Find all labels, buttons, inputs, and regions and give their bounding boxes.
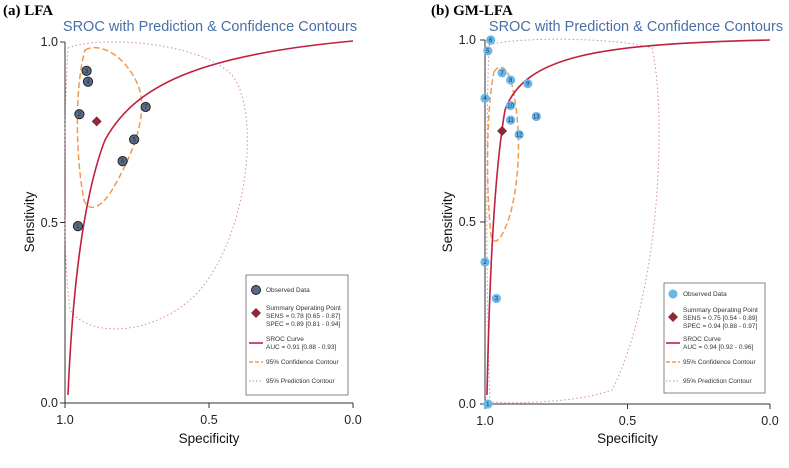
panel-b-observed-point-label-3: 3: [495, 296, 499, 302]
panel-b-legend-prediction: 95% Prediction Contour: [683, 378, 752, 385]
panel-a-legend-box: [245, 274, 349, 396]
panel-b-observed-point-label-7: 7: [500, 71, 504, 77]
panel-b-observed-point-12: [514, 130, 524, 140]
panel-b-observed-point-1: [483, 399, 493, 409]
panel-b-observed-point-11: [506, 115, 516, 125]
panel-b-prediction-contour: [486, 38, 660, 404]
panel-b-label: (b) GM-LFA: [431, 3, 513, 19]
panel-b-observed-point-label-13: 13: [533, 114, 540, 120]
panel-a-label: (a) LFA: [3, 3, 53, 19]
panel-b: (b) GM-LFA SROC with Prediction & Confid…: [431, 3, 783, 446]
panel-a-observed-point-label-1: 1: [76, 224, 80, 230]
panel-a-xtick-05: 0.5: [200, 413, 217, 427]
panel-b-legend-observed: Observed Data: [683, 291, 727, 298]
panel-a-observed-point-label-3: 3: [85, 69, 89, 75]
panel-a-ytick-1: 1.0: [41, 35, 58, 49]
panel-b-legend-confidence: 95% Confidence Contour: [683, 359, 756, 366]
panel-b-observed-point-6: [486, 35, 496, 45]
panel-b-observed-point-13: [531, 111, 541, 122]
panel-a-legend-summary-sens: SENS = 0.78 [0.65 - 0.87]: [266, 313, 340, 320]
panel-b-xlabel: Specificity: [597, 431, 658, 446]
panel-b-xtick-0: 0.0: [761, 414, 778, 428]
panel-b-observed-point-10: [506, 100, 516, 111]
panel-a-ylabel: Sensitivity: [22, 191, 37, 252]
panel-b-ytick-0: 0.0: [459, 397, 476, 411]
panel-b-ytick-1: 1.0: [459, 33, 476, 47]
panel-a-observed-points: 1 2 3 4 5 6 7: [72, 65, 151, 232]
panel-b-observed-point-label-5: 5: [486, 49, 490, 55]
panel-b-observed-point-label-8: 8: [509, 78, 513, 84]
panel-a-summary-diamond: [91, 116, 102, 127]
panel-a-legend: Observed Data Summary Operating Point SE…: [245, 274, 349, 396]
panel-b-observed-point-8: [506, 75, 516, 85]
panel-b-legend-observed-icon: [668, 289, 678, 299]
panel-b-legend-summary-icon: [668, 312, 678, 322]
panel-a-xlabel: Specificity: [179, 431, 240, 446]
panel-b-title: SROC with Prediction & Confidence Contou…: [489, 19, 783, 35]
panel-a-observed-point-2: [74, 109, 85, 120]
panel-b-observed-point-label-4: 4: [483, 96, 487, 102]
panel-a-observed-point-5: [129, 134, 140, 145]
panel-b-observed-point-7: [497, 68, 507, 78]
panel-b-legend: Observed Data Summary Operating Point SE…: [663, 282, 766, 394]
panel-a-observed-point-7: [140, 101, 151, 113]
panel-a-observed-point-6: [117, 156, 128, 167]
panel-a-confidence-contour: [76, 46, 143, 209]
panel-b-legend-sroc-auc: AUC = 0.94 [0.92 - 0.96]: [683, 344, 753, 351]
panel-a-summary-point: [91, 116, 102, 127]
panel-b-confidence-contour: [486, 66, 520, 242]
panel-a-legend-summary-title: Summary Operating Point: [266, 305, 341, 312]
panel-b-observed-point-3: [491, 293, 501, 304]
panel-a-legend-observed: Observed Data: [266, 287, 310, 294]
panel-a: (a) LFA SROC with Prediction & Confidenc…: [3, 3, 362, 446]
panel-a-legend-observed-icon: [251, 285, 261, 295]
panel-a-xtick-1: 1.0: [56, 413, 73, 427]
panel-a-sroc-curve: [67, 40, 354, 396]
panel-b-legend-box: [663, 282, 766, 394]
panel-a-observed-point-label-7: 7: [144, 105, 148, 111]
panel-b-xtick-1: 1.0: [476, 414, 493, 428]
panel-a-legend-summary-icon: [251, 308, 261, 318]
panel-a-observed-point-label-5: 5: [132, 137, 136, 143]
panel-b-observed-point-label-11: 11: [508, 118, 515, 124]
panel-b-observed-point-label-2: 2: [483, 260, 487, 266]
panel-b-observed-point-2: [480, 257, 490, 267]
panel-b-legend-summary-spec: SPEC = 0.94 [0.88 - 0.97]: [683, 323, 757, 330]
panel-b-sroc-curve: [486, 39, 771, 396]
panel-b-observed-point-label-12: 12: [516, 133, 523, 139]
panel-b-summary-diamond: [497, 126, 508, 136]
panel-a-observed-point-label-4: 4: [86, 80, 90, 86]
panel-b-legend-sroc-title: SROC Curve: [683, 336, 721, 343]
panel-b-legend-summary-title: Summary Operating Point: [683, 307, 758, 314]
panel-b-ytick-05: 0.5: [459, 215, 476, 229]
panel-a-observed-point-label-2: 2: [78, 112, 82, 118]
panel-b-xtick-05: 0.5: [619, 414, 636, 428]
panel-a-legend-sroc-auc: AUC = 0.91 [0.88 - 0.93]: [266, 344, 336, 351]
panel-a-ytick-05: 0.5: [41, 216, 58, 230]
panel-b-observed-point-label-6: 6: [489, 38, 493, 44]
panel-a-observed-point-4: [82, 76, 94, 87]
panel-a-xtick-0: 0.0: [344, 413, 361, 427]
panel-a-observed-point-1: [72, 221, 84, 232]
panel-b-observed-point-label-1: 1: [486, 402, 490, 408]
panel-a-legend-prediction: 95% Prediction Contour: [266, 378, 335, 385]
panel-a-legend-sroc-title: SROC Curve: [266, 336, 304, 343]
panel-a-observed-point-label-6: 6: [121, 159, 125, 165]
panel-a-legend-summary-spec: SPEC = 0.89 [0.81 - 0.94]: [266, 321, 340, 328]
panel-a-observed-point-3: [81, 65, 92, 76]
panel-a-title: SROC with Prediction & Confidence Contou…: [63, 19, 357, 35]
panel-a-prediction-contour: [64, 41, 248, 330]
panel-b-legend-summary-sens: SENS = 0.75 [0.54 - 0.89]: [683, 315, 757, 322]
panel-b-observed-point-4: [480, 93, 490, 103]
panel-a-ytick-0: 0.0: [41, 396, 58, 410]
panel-b-ylabel: Sensitivity: [440, 191, 455, 252]
panel-b-observed-point-5: [483, 46, 493, 56]
panel-b-observed-point-label-10: 10: [507, 104, 514, 110]
panel-b-observed-point-9: [523, 79, 533, 89]
panel-b-observed-point-label-9: 9: [526, 82, 530, 88]
panel-b-summary-point: [497, 126, 508, 136]
panel-a-legend-confidence: 95% Confidence Contour: [266, 359, 339, 366]
